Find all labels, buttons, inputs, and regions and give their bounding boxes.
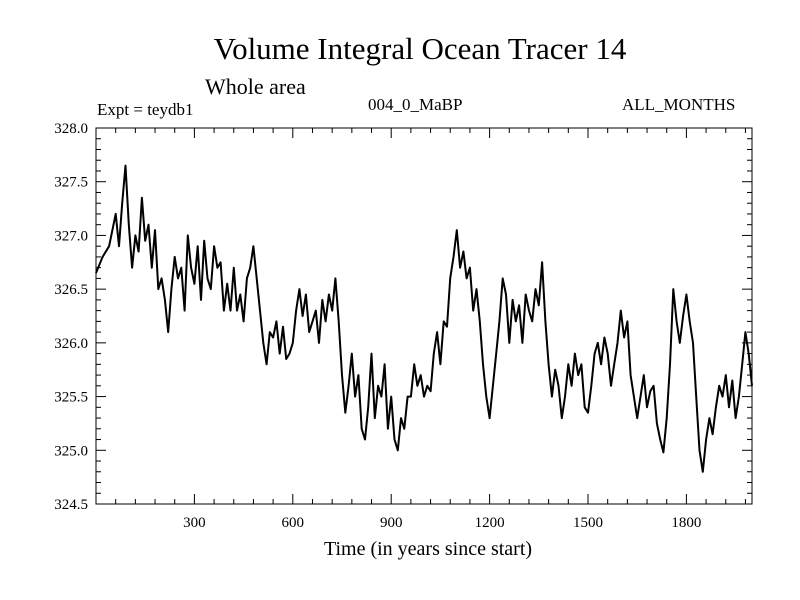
y-tick-label: 325.5 xyxy=(54,390,88,406)
y-tick-label: 326.0 xyxy=(54,336,88,352)
x-tick-label: 1500 xyxy=(573,515,603,531)
x-axis-label: Time (in years since start) xyxy=(324,538,532,560)
x-tick-label: 1200 xyxy=(475,515,505,531)
period-label: 004_0_MaBP xyxy=(368,95,463,114)
series-line xyxy=(95,164,753,473)
x-tick-label: 1800 xyxy=(671,515,701,531)
plot-frame xyxy=(95,127,753,505)
x-tick-label: 600 xyxy=(282,515,305,531)
axis-ticks xyxy=(96,128,752,504)
y-tick-label: 327.0 xyxy=(54,228,88,244)
x-tick-labels: 300 600 900 1200 1500 1800 xyxy=(183,515,701,531)
y-tick-label: 328.0 xyxy=(54,121,88,137)
y-tick-label: 325.0 xyxy=(54,443,88,459)
experiment-label: Expt = teydb1 xyxy=(97,100,194,119)
y-tick-labels: 324.5 325.0 325.5 326.0 326.5 327.0 327.5 328.0 xyxy=(54,121,88,513)
x-tick-label: 900 xyxy=(380,515,403,531)
months-label: ALL_MONTHS xyxy=(622,95,736,114)
x-tick-label: 300 xyxy=(183,515,206,531)
chart-title: Volume Integral Ocean Tracer 14 xyxy=(213,31,627,66)
y-tick-label: 326.5 xyxy=(54,282,88,298)
y-tick-label: 327.5 xyxy=(54,175,88,191)
chart-subtitle: Whole area xyxy=(205,74,306,99)
y-tick-label: 324.5 xyxy=(54,497,88,513)
